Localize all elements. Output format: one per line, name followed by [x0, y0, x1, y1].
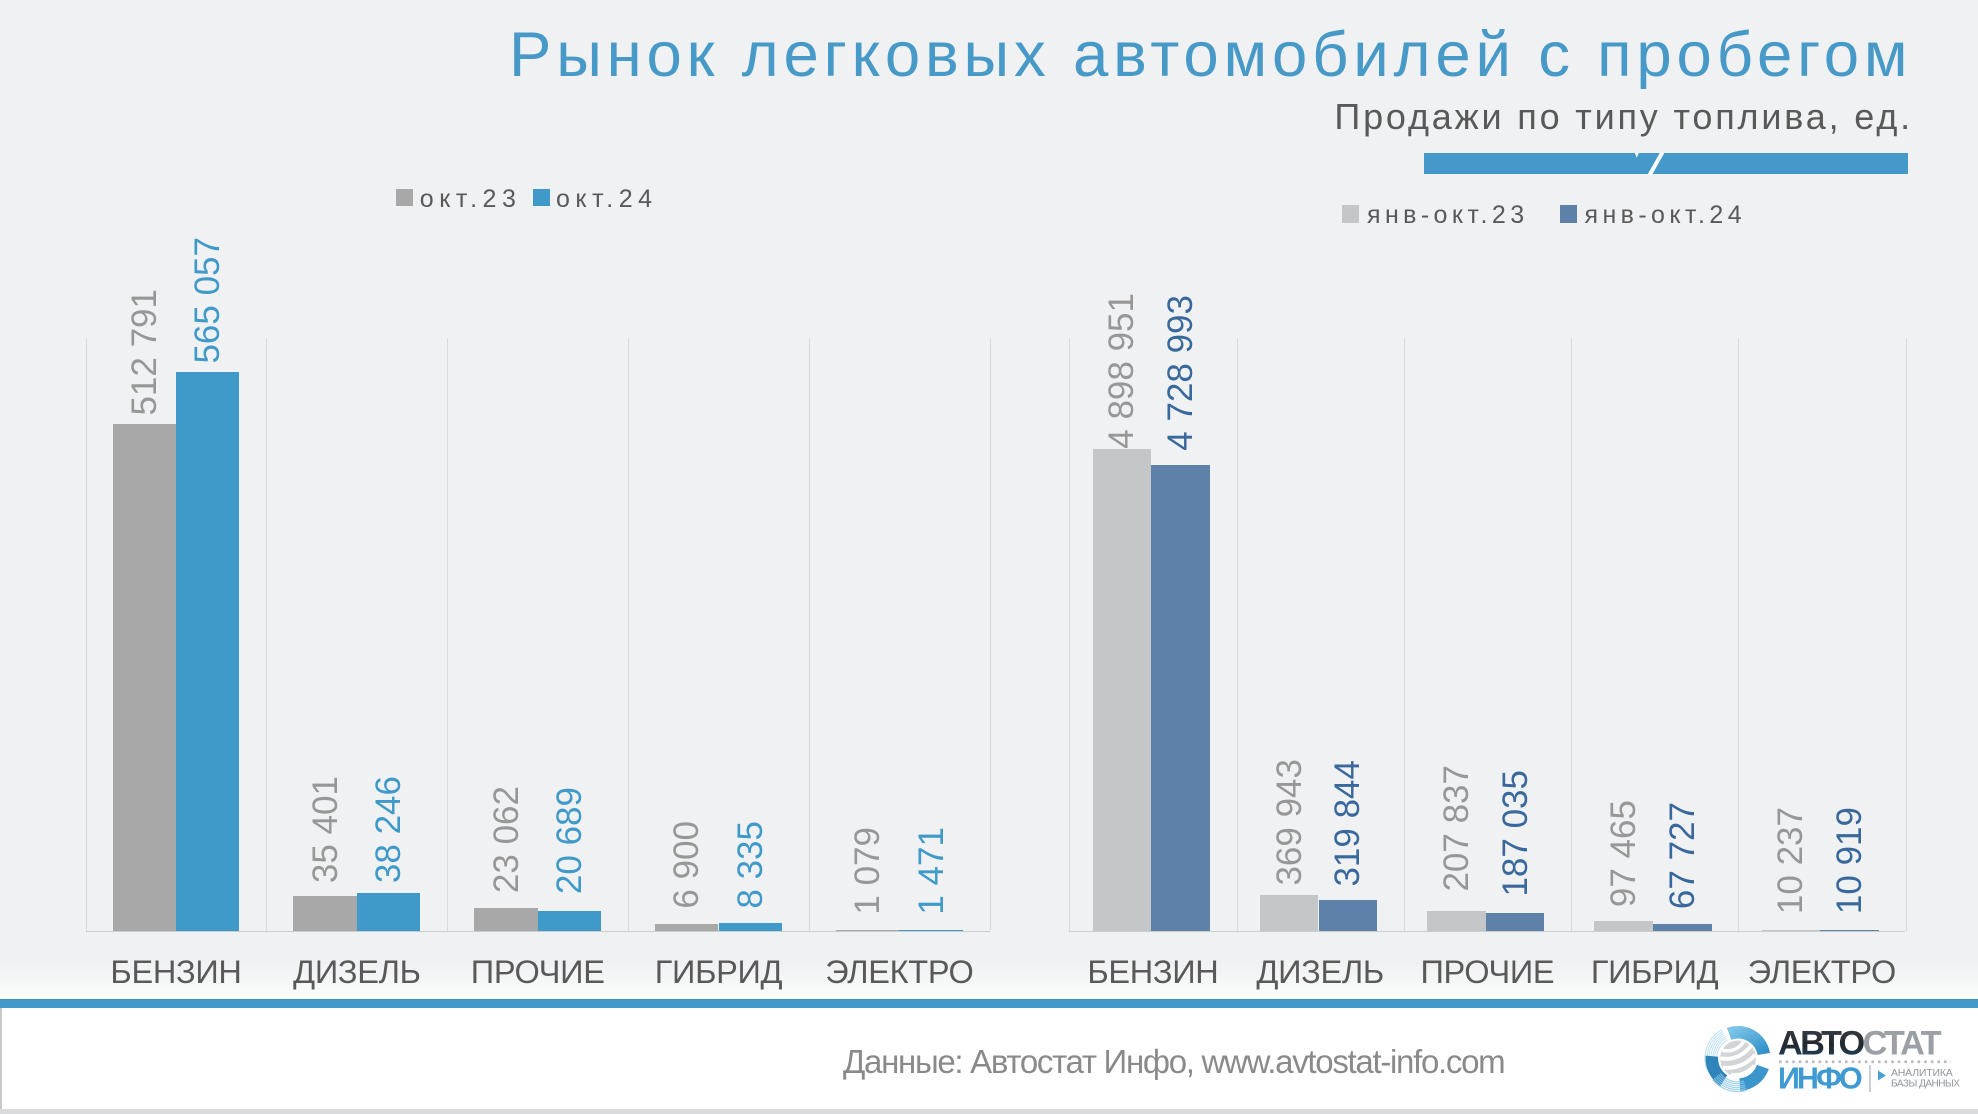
svg-text:БАЗЫ ДАННЫХ: БАЗЫ ДАННЫХ	[1891, 1079, 1960, 1090]
svg-text:АНАЛИТИКА: АНАЛИТИКА	[1891, 1067, 1953, 1079]
svg-text:АВТОСТАТ: АВТОСТАТ	[1778, 1025, 1942, 1063]
svg-text:ИНФО: ИНФО	[1778, 1062, 1862, 1096]
